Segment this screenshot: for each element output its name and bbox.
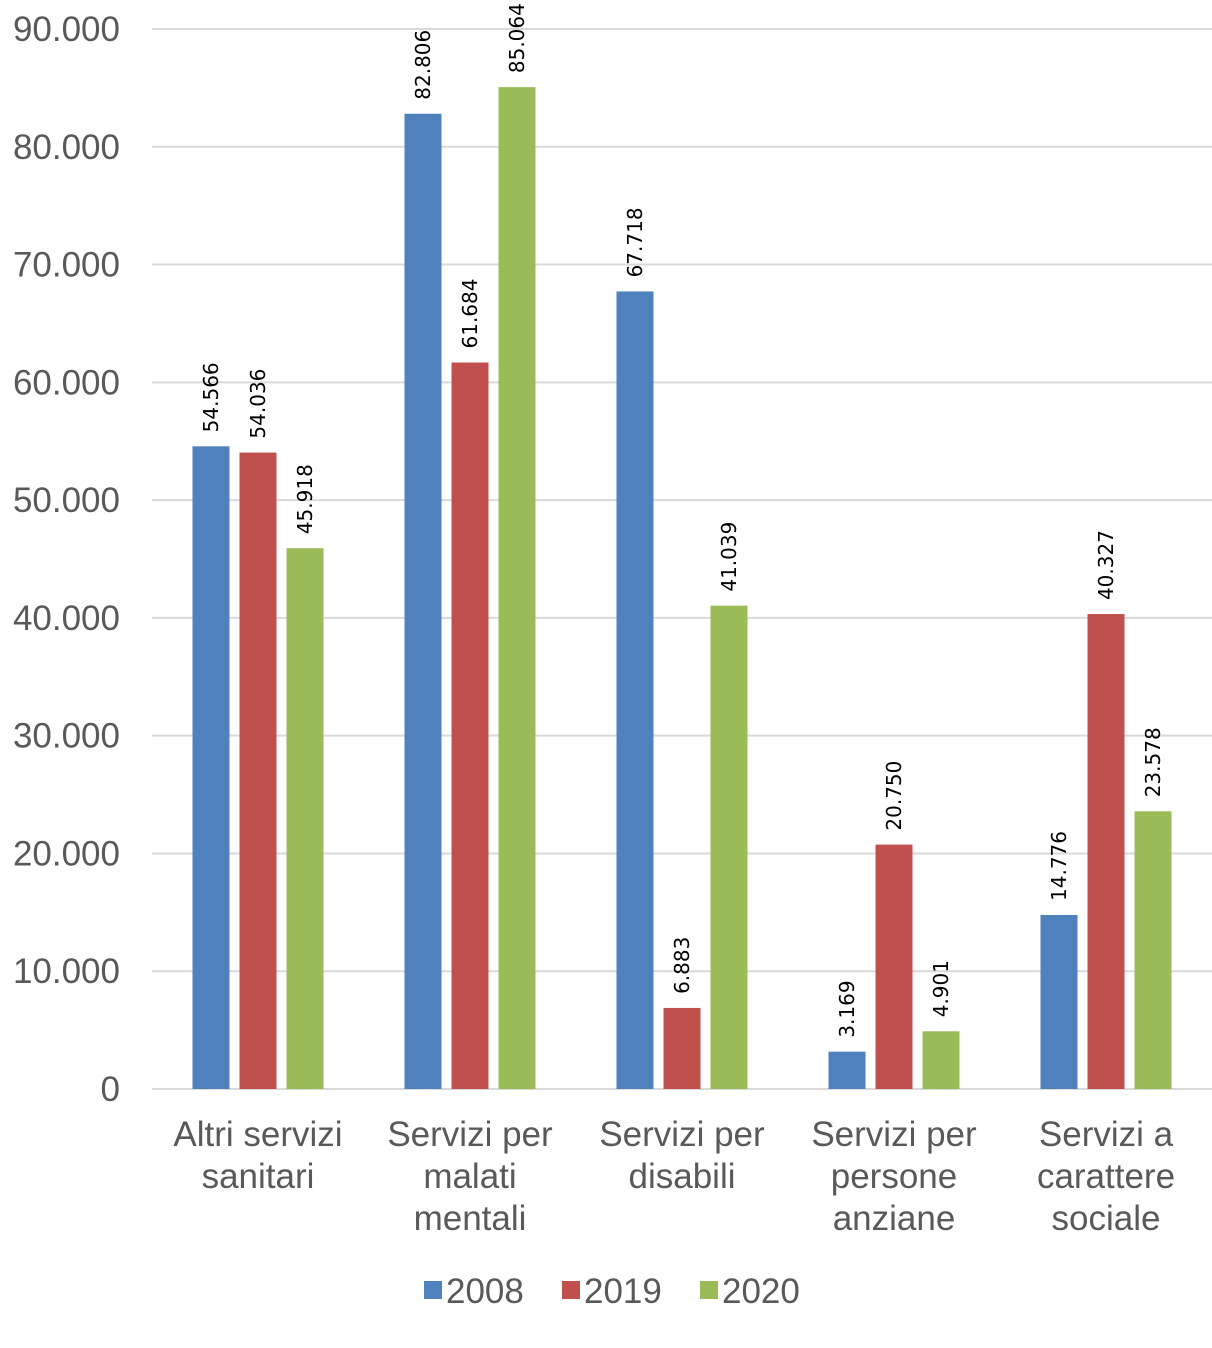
data-label-2020-3: 4.901 xyxy=(929,960,953,1017)
bar-2019-2 xyxy=(663,1007,701,1089)
data-label-2020-1: 85.064 xyxy=(505,3,529,73)
y-tick-label: 90.000 xyxy=(13,10,120,49)
data-label-2019-1: 61.684 xyxy=(458,279,482,349)
bar-2008-4 xyxy=(1040,914,1078,1089)
bar-2008-1 xyxy=(404,113,442,1090)
data-labels: 54.566 54.036 45.918 82.806 61.684 85.064 67.7… xyxy=(199,3,1165,1038)
category-label: Servizi a carattere sociale xyxy=(1037,1115,1175,1238)
data-label-2019-2: 6.883 xyxy=(670,937,694,994)
data-label-2020-2: 41.039 xyxy=(717,522,741,592)
y-tick-label: 70.000 xyxy=(13,246,120,285)
category-label: Servizi per disabili xyxy=(599,1115,765,1196)
legend-label-2019: 2019 xyxy=(584,1272,662,1311)
category-label-line: Altri servizi xyxy=(173,1115,342,1154)
bar-2020-2 xyxy=(710,605,748,1089)
data-label-2008-0: 54.566 xyxy=(199,362,223,432)
y-tick-label: 0 xyxy=(101,1070,120,1109)
y-tick-label: 80.000 xyxy=(13,128,120,167)
bar-2019-0 xyxy=(239,452,277,1089)
y-tick-label: 10.000 xyxy=(13,952,120,991)
data-label-2008-4: 14.776 xyxy=(1047,831,1071,901)
y-tick-label: 50.000 xyxy=(13,481,120,520)
data-label-2008-1: 82.806 xyxy=(411,30,435,100)
bars xyxy=(192,87,1172,1090)
data-label-2020-4: 23.578 xyxy=(1141,727,1165,797)
category-label-line: Servizi per xyxy=(387,1115,553,1154)
bar-2008-2 xyxy=(616,291,654,1089)
category-label: Servizi per malati mentali xyxy=(387,1115,553,1238)
category-label-line: Servizi a xyxy=(1039,1115,1174,1154)
bar-2020-3 xyxy=(922,1031,960,1089)
category-label-line: disabili xyxy=(629,1157,736,1196)
y-tick-label: 20.000 xyxy=(13,834,120,873)
data-label-2019-0: 54.036 xyxy=(246,369,270,439)
category-label: Servizi per persone anziane xyxy=(811,1115,977,1238)
gridlines xyxy=(152,28,1212,1090)
data-label-2008-2: 67.718 xyxy=(623,207,647,277)
y-tick-label: 60.000 xyxy=(13,363,120,402)
y-tick-label: 40.000 xyxy=(13,599,120,638)
legend: 2008 2019 2020 xyxy=(424,1272,800,1311)
category-label-line: persone xyxy=(831,1157,957,1196)
category-label-line: malati xyxy=(423,1157,516,1196)
bar-2008-3 xyxy=(828,1051,866,1089)
legend-swatch-2020 xyxy=(700,1281,718,1299)
data-label-2020-0: 45.918 xyxy=(293,464,317,534)
category-label-line: Servizi per xyxy=(599,1115,765,1154)
y-tick-label: 30.000 xyxy=(13,717,120,756)
bar-2020-1 xyxy=(498,87,536,1089)
category-label-line: sociale xyxy=(1052,1199,1161,1238)
data-label-2019-3: 20.750 xyxy=(882,761,906,831)
category-label-line: anziane xyxy=(833,1199,956,1238)
legend-label-2008: 2008 xyxy=(446,1272,524,1311)
bar-2019-3 xyxy=(875,844,913,1089)
y-axis-tick-labels: 0 10.000 20.000 30.000 40.000 50.000 60.000 70.… xyxy=(13,10,120,1109)
category-label-line: sanitari xyxy=(202,1157,315,1196)
legend-swatch-2008 xyxy=(424,1281,442,1299)
data-label-2008-3: 3.169 xyxy=(835,980,859,1037)
category-label-line: Servizi per xyxy=(811,1115,977,1154)
data-label-2019-4: 40.327 xyxy=(1094,530,1118,600)
bar-2020-0 xyxy=(286,548,324,1089)
legend-swatch-2019 xyxy=(562,1281,580,1299)
bar-2019-4 xyxy=(1087,614,1125,1089)
category-label: Altri servizi sanitari xyxy=(173,1115,342,1196)
legend-label-2020: 2020 xyxy=(722,1272,800,1311)
bar-2020-4 xyxy=(1134,811,1172,1089)
bar-2019-1 xyxy=(451,362,489,1090)
bar-2008-0 xyxy=(192,446,230,1090)
category-label-line: mentali xyxy=(414,1199,527,1238)
category-label-line: carattere xyxy=(1037,1157,1175,1196)
